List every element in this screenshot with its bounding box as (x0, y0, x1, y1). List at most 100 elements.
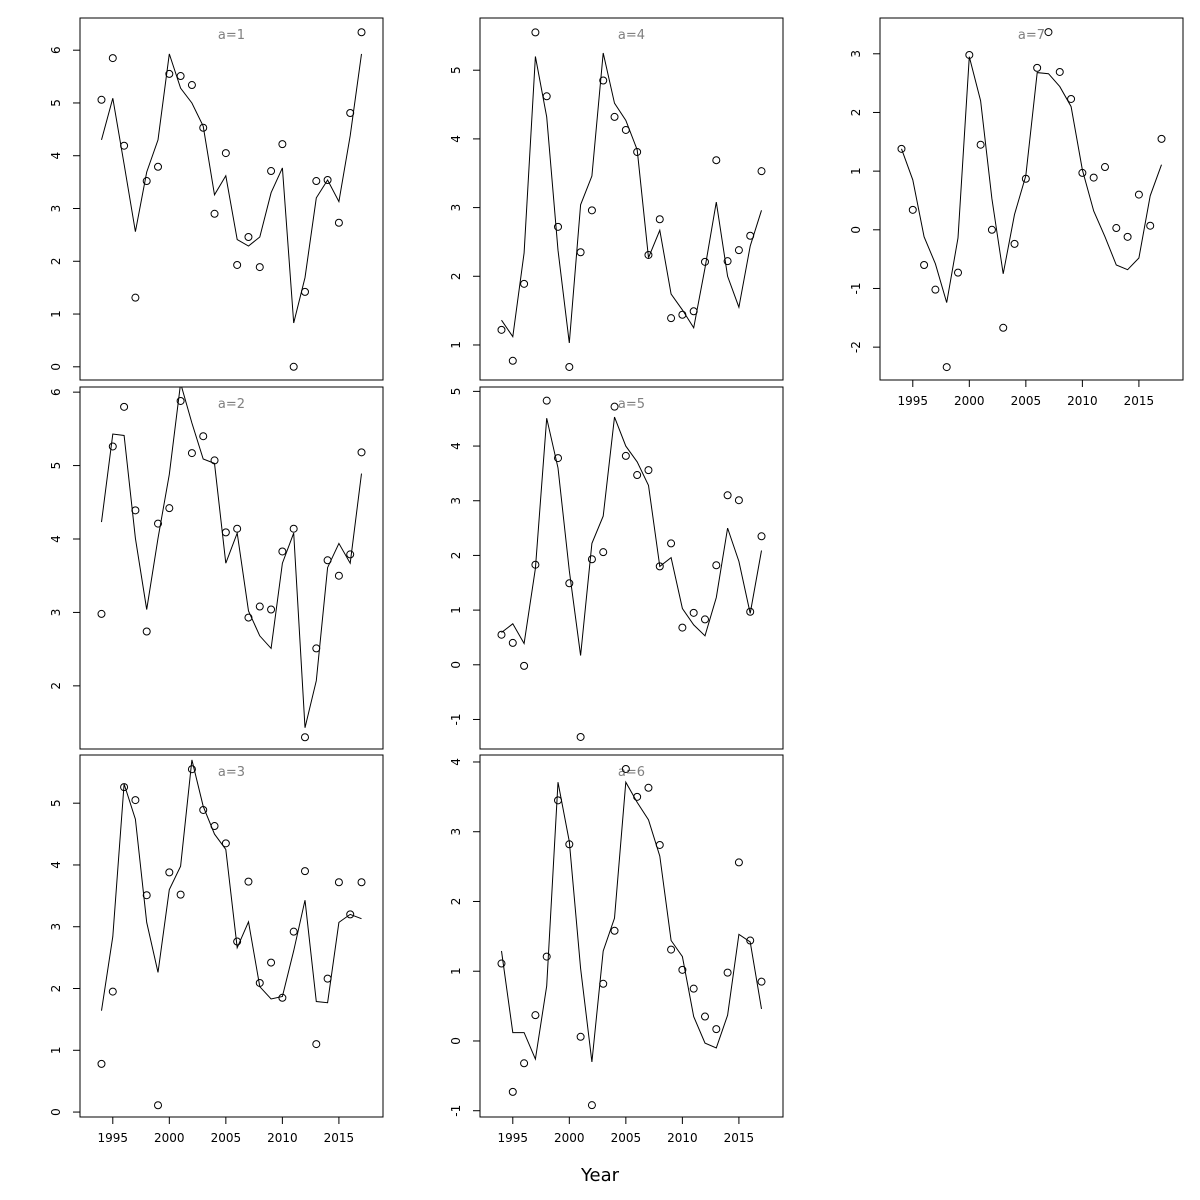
data-point (278, 140, 287, 149)
data-point (1112, 224, 1121, 233)
data-point (508, 356, 517, 365)
data-point (565, 579, 574, 588)
data-point (267, 167, 276, 176)
data-point (334, 218, 343, 227)
y-tick-label: -1 (849, 282, 863, 294)
data-point (954, 268, 963, 277)
y-tick-label: 1 (49, 1046, 63, 1054)
fitted-line (501, 416, 762, 656)
panel-frame (479, 17, 784, 381)
panel: a=6 -1 0 1 2 3 4 1995 2000 2005 2010 2015 (449, 754, 784, 1145)
x-tick-label: 2015 (724, 1131, 755, 1145)
data-point (120, 402, 129, 411)
y-tick-label: 2 (49, 682, 63, 690)
panel-title: a=4 (618, 28, 645, 43)
data-point (323, 176, 332, 185)
data-point (554, 222, 563, 231)
data-point (908, 205, 917, 214)
y-tick-label: 0 (449, 1037, 463, 1045)
data-point (221, 149, 230, 158)
data-point (244, 877, 253, 886)
panel-title: a=7 (1018, 28, 1045, 43)
data-point (897, 144, 906, 153)
data-point (289, 524, 298, 533)
data-point (723, 257, 732, 266)
data-point (678, 310, 687, 319)
data-point (300, 733, 309, 742)
data-point (346, 910, 355, 919)
y-tick-label: -1 (449, 1105, 463, 1117)
panel-frame (79, 754, 384, 1118)
data-point (655, 215, 664, 224)
data-point (734, 858, 743, 867)
data-point (165, 868, 174, 877)
panel-frame (479, 754, 784, 1118)
panel-title: a=3 (218, 765, 245, 780)
data-point (187, 765, 196, 774)
data-point (497, 630, 506, 639)
data-point (633, 792, 642, 801)
data-point (1089, 173, 1098, 182)
data-point (508, 638, 517, 647)
data-point (576, 732, 585, 741)
data-point (554, 796, 563, 805)
data-point (610, 402, 619, 411)
data-point (142, 891, 151, 900)
data-point (712, 561, 721, 570)
panel: a=4 1 2 3 4 5 (449, 17, 784, 381)
data-point (267, 605, 276, 614)
data-point (210, 209, 219, 218)
data-point (576, 1032, 585, 1041)
data-point (700, 257, 709, 266)
fitted-line (901, 56, 1162, 303)
y-tick-label: 4 (449, 758, 463, 766)
data-point (278, 547, 287, 556)
x-tick-label: 2015 (1124, 394, 1155, 408)
fitted-line (101, 53, 362, 324)
x-tick-label: 2010 (1067, 394, 1098, 408)
data-point (520, 661, 529, 670)
data-point (542, 396, 551, 405)
data-point (621, 451, 630, 460)
data-point (255, 602, 264, 611)
data-point (1055, 67, 1064, 76)
data-point (689, 984, 698, 993)
data-point (142, 177, 151, 186)
data-point (554, 454, 563, 463)
data-point (233, 260, 242, 269)
y-tick-label: 1 (449, 606, 463, 614)
panel: a=7 -2 -1 0 1 2 3 1995 2000 2005 2010 2015 (849, 17, 1184, 408)
panel-frame (79, 386, 384, 750)
y-tick-label: 4 (49, 152, 63, 160)
y-tick-label: 3 (849, 50, 863, 58)
data-point (644, 783, 653, 792)
y-tick-label: 0 (449, 661, 463, 669)
data-point (199, 123, 208, 132)
data-point (255, 263, 264, 272)
y-tick-label: 4 (49, 535, 63, 543)
data-point (599, 979, 608, 988)
data-point (165, 69, 174, 78)
panel: a=3 0 1 2 3 4 5 1995 2000 2005 2010 2015 (49, 754, 384, 1145)
y-tick-label: 1 (849, 167, 863, 175)
y-tick-label: 2 (849, 109, 863, 117)
data-point (644, 466, 653, 475)
data-point (357, 878, 366, 887)
panel-frame (79, 17, 384, 381)
data-point (176, 72, 185, 81)
data-point (531, 1011, 540, 1020)
data-point (497, 325, 506, 334)
data-point (689, 608, 698, 617)
data-point (357, 448, 366, 457)
x-tick-label: 2005 (611, 1131, 642, 1145)
x-tick-label: 1995 (98, 1131, 129, 1145)
panel-title: a=1 (218, 28, 245, 43)
data-point (987, 225, 996, 234)
y-tick-label: 0 (49, 363, 63, 371)
data-point (497, 959, 506, 968)
y-tick-label: 6 (49, 388, 63, 396)
data-point (1123, 232, 1132, 241)
data-point (610, 112, 619, 121)
y-tick-label: 2 (449, 898, 463, 906)
